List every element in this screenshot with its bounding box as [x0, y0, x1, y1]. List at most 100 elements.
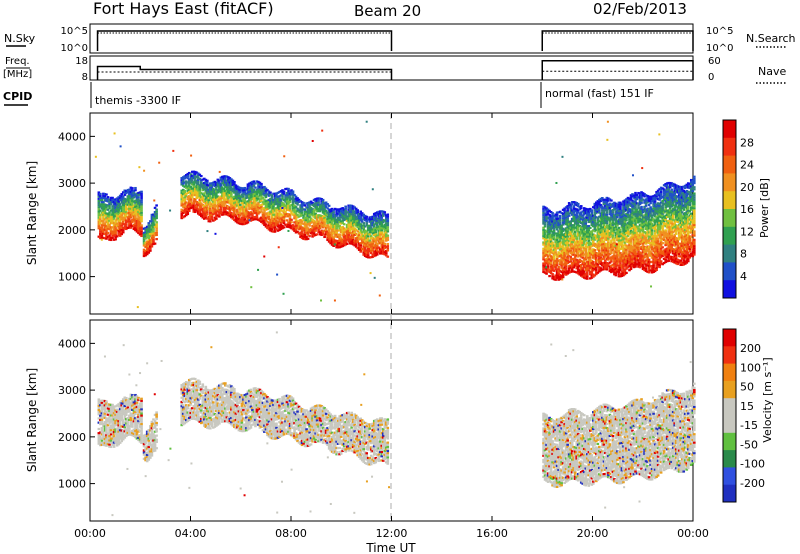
echo-cell: [570, 209, 574, 212]
echo-cell: [190, 187, 194, 190]
echo-cell: [558, 231, 562, 234]
echo-cell: [634, 254, 637, 258]
echo-cell: [306, 237, 310, 240]
echo-cell: [339, 216, 343, 219]
echo-cell: [245, 192, 248, 195]
echo-cell: [135, 230, 139, 233]
echo-cell: [378, 237, 382, 240]
echo-cell: [135, 209, 139, 212]
echo-cell: [378, 229, 382, 232]
echo-cell: [608, 244, 612, 247]
echo-cell: [206, 213, 209, 216]
echo-cell: [135, 194, 139, 197]
echo-cell: [545, 217, 548, 221]
echo-cell: [619, 268, 622, 272]
echo-cell: [248, 186, 251, 189]
echo-cell: [357, 227, 361, 230]
echo-cell: [102, 219, 105, 223]
echo-cell: [255, 207, 259, 210]
echo-cell: [359, 231, 363, 234]
echo-cell: [222, 208, 226, 212]
echo-cell: [348, 219, 352, 222]
echo-cell: [585, 277, 589, 280]
echo-cell: [145, 232, 149, 235]
echo-cell: [591, 269, 595, 272]
echo-cell: [276, 223, 280, 226]
echo-cell: [336, 221, 340, 224]
echo-cell: [386, 213, 390, 216]
echo-cell: [132, 215, 136, 218]
echo-cell: [293, 193, 296, 197]
echo-cell: [290, 193, 293, 196]
echo-cell: [593, 221, 597, 224]
echo-cell: [641, 257, 645, 260]
echo-cell: [652, 218, 655, 221]
echo-cell: [308, 213, 311, 217]
echo-cell: [282, 213, 286, 216]
echo-cell: [601, 243, 604, 246]
echo-cell: [314, 221, 317, 224]
echo-cell: [288, 213, 292, 216]
echo-cell: [357, 236, 361, 239]
echo-cell: [224, 177, 227, 180]
echo-cell: [305, 225, 308, 228]
echo-cell: [102, 211, 105, 214]
echo-cell: [380, 233, 384, 236]
echo-cell: [386, 221, 390, 225]
echo-cell: [622, 257, 625, 260]
echo-cell: [124, 206, 128, 210]
echo-cell: [108, 202, 111, 206]
echo-cell: [605, 219, 609, 223]
echo-cell: [209, 209, 212, 212]
echo-cell: [616, 232, 619, 235]
echo-cell: [129, 205, 133, 208]
echo-cell: [566, 242, 569, 246]
echo-cell: [591, 256, 595, 259]
echo-cell: [644, 246, 648, 249]
echo-cell: [120, 226, 124, 229]
echo-cell: [294, 225, 298, 228]
echo-cell: [591, 262, 595, 266]
echo-cell: [369, 243, 373, 246]
echo-cell: [620, 239, 624, 242]
echo-cell: [297, 226, 301, 229]
echo-cell: [195, 188, 199, 191]
echo-cell: [99, 203, 102, 206]
echo-cell: [598, 243, 601, 246]
echo-cell: [569, 224, 572, 227]
echo-cell: [180, 208, 184, 211]
echo-cell: [145, 250, 149, 254]
echo-cell: [585, 273, 589, 276]
echo-cell: [625, 212, 628, 216]
echo-cell: [604, 255, 607, 258]
echo-cell: [363, 244, 367, 247]
echo-cell: [134, 229, 137, 232]
echo-cell: [548, 237, 551, 240]
echo-cell: [626, 262, 630, 265]
echo-cell: [575, 258, 579, 261]
echo-cell: [596, 219, 600, 222]
echo-cell: [602, 242, 606, 246]
echo-cell: [308, 201, 311, 204]
echo-cell: [218, 188, 221, 191]
echo-cell: [228, 177, 232, 180]
echo-cell: [650, 199, 654, 203]
echo-cell: [270, 223, 274, 227]
echo-cell: [336, 225, 340, 228]
echo-cell: [587, 252, 591, 255]
echo-cell: [115, 197, 119, 200]
echo-cell: [620, 243, 624, 246]
echo-cell: [623, 273, 627, 276]
echo-cell: [112, 209, 116, 212]
echo-cell: [206, 196, 209, 199]
echo-cell: [620, 234, 624, 238]
echo-cell: [186, 206, 190, 209]
echo-cell: [333, 216, 337, 219]
echo-cell: [239, 191, 242, 194]
echo-cell: [137, 227, 140, 230]
echo-cell: [557, 236, 560, 239]
echo-cell: [338, 235, 341, 238]
echo-cell: [305, 210, 308, 213]
echo-cell: [557, 253, 560, 256]
echo-cell: [255, 211, 259, 215]
